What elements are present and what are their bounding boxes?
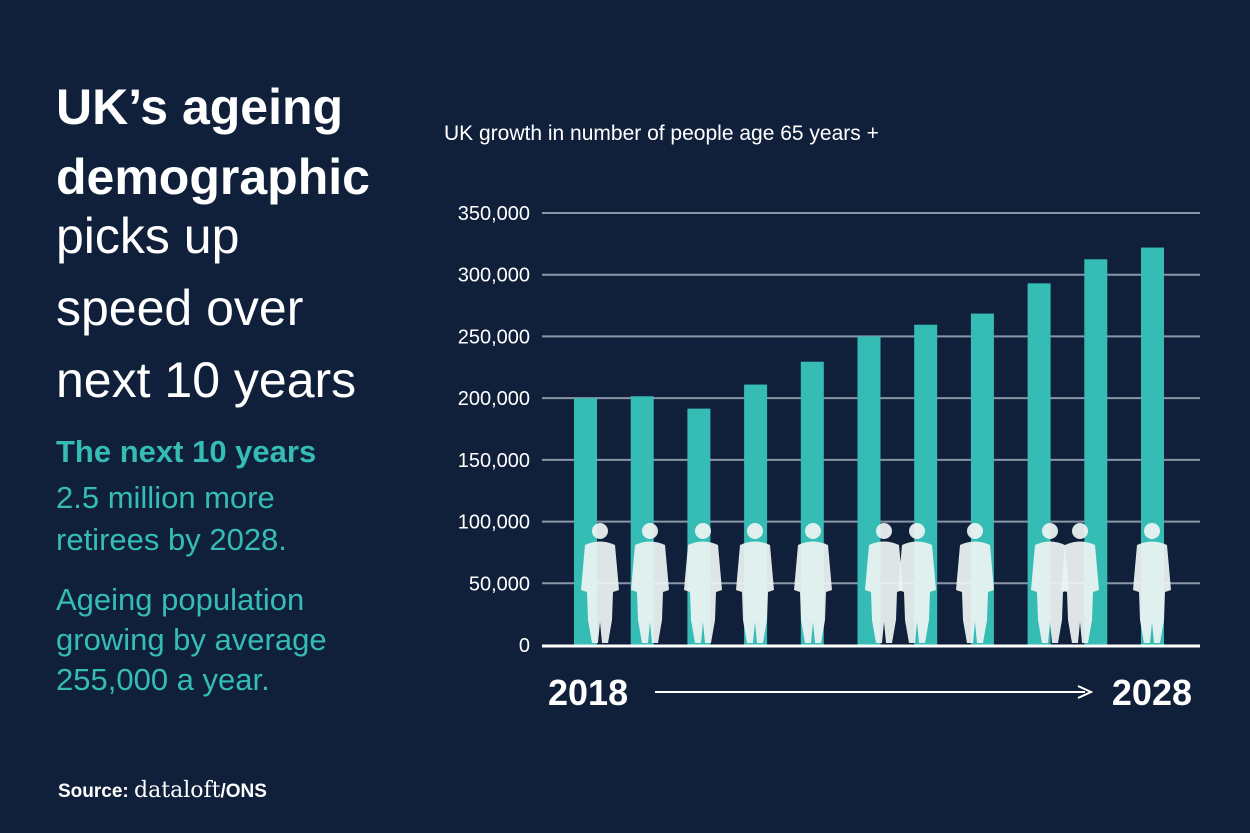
text-line: 255,000 a year. xyxy=(56,662,270,697)
x-end-label: 2028 xyxy=(1112,672,1192,713)
headline-line: UK’s ageing xyxy=(56,79,344,135)
headline-bold: UK’s ageing demographic xyxy=(56,72,370,212)
source-brand-logo: dataloft xyxy=(134,778,221,803)
text-line: 2.5 million more xyxy=(56,480,275,515)
text-line: growing by average xyxy=(56,622,327,657)
y-tick-label: 300,000 xyxy=(458,265,530,287)
person-silhouette-icon xyxy=(736,523,774,643)
source-label: Source: xyxy=(58,781,129,802)
x-start-label: 2018 xyxy=(548,672,628,713)
y-tick-label: 150,000 xyxy=(458,450,530,472)
highlight-heading: The next 10 years xyxy=(56,434,317,469)
headline-light: picks up speed over next 10 years xyxy=(56,200,356,416)
person-silhouette-icon xyxy=(956,523,994,643)
source-suffix: /ONS xyxy=(220,781,267,802)
text-line: retirees by 2028. xyxy=(56,522,287,557)
y-tick-label: 250,000 xyxy=(458,326,530,348)
chart-title: UK growth in number of people age 65 yea… xyxy=(444,122,879,145)
person-silhouette-icon xyxy=(1133,523,1171,643)
person-silhouette-icon xyxy=(1061,523,1099,643)
person-silhouette-icon xyxy=(865,523,903,643)
y-tick-label: 50,000 xyxy=(469,573,530,595)
y-tick-label: 100,000 xyxy=(458,512,530,534)
retirees-paragraph: 2.5 million more retirees by 2028. xyxy=(56,477,287,561)
headline-line: picks up xyxy=(56,208,240,264)
person-silhouette-icon xyxy=(581,523,619,643)
person-silhouette-icon xyxy=(631,523,669,643)
headline-line: next 10 years xyxy=(56,352,357,408)
y-tick-label: 350,000 xyxy=(458,203,530,225)
person-silhouette-icon xyxy=(1031,523,1069,643)
y-tick-label: 0 xyxy=(519,635,530,657)
growth-paragraph: Ageing population growing by average 255… xyxy=(56,580,327,700)
person-silhouette-icon xyxy=(794,523,832,643)
arrow-head-icon xyxy=(1077,685,1094,699)
headline-line: speed over xyxy=(56,280,304,336)
person-silhouette-icon xyxy=(684,523,722,643)
headline-line: demographic xyxy=(56,149,370,205)
text-line: Ageing population xyxy=(56,582,305,617)
y-tick-label: 200,000 xyxy=(458,388,530,410)
person-silhouette-icon xyxy=(898,523,936,643)
source-note: Source: dataloft/ONS xyxy=(58,778,267,803)
